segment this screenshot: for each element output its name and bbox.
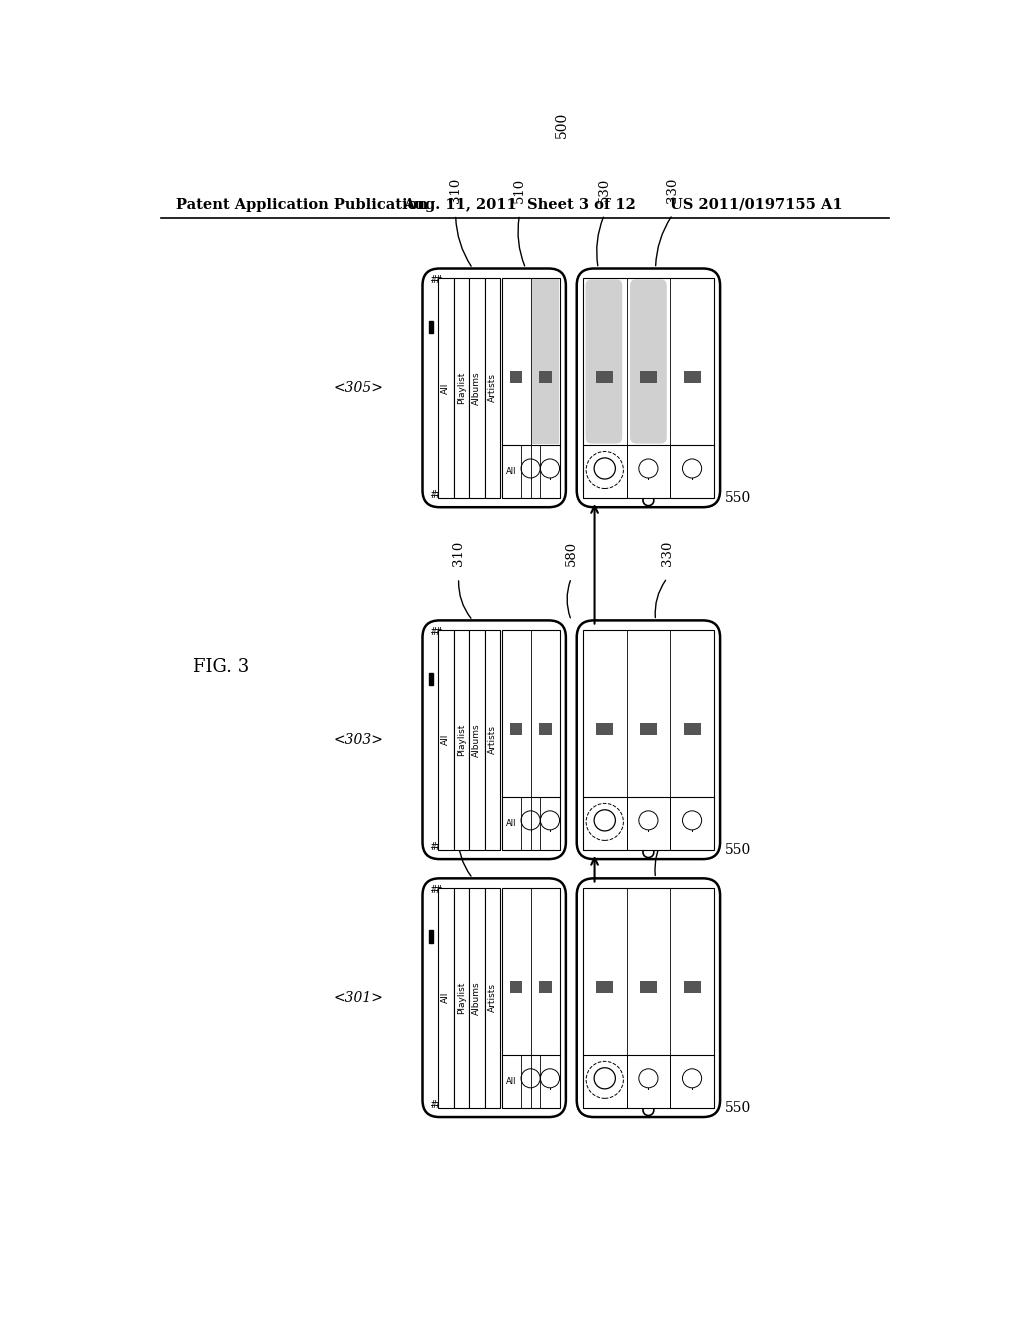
Text: ##: ##: [431, 886, 442, 895]
Text: <305>: <305>: [334, 381, 383, 395]
Bar: [438, 277, 454, 498]
Bar: [510, 722, 522, 735]
Bar: [640, 722, 657, 735]
Text: All: All: [441, 383, 451, 393]
Text: 530: 530: [598, 178, 611, 203]
Bar: [484, 887, 500, 1107]
Text: 330: 330: [660, 541, 674, 566]
Bar: [583, 630, 714, 850]
Bar: [583, 887, 714, 1107]
Text: 310: 310: [453, 541, 465, 566]
Text: 310: 310: [453, 796, 465, 821]
Text: All: All: [441, 993, 451, 1003]
Bar: [510, 981, 522, 993]
Bar: [684, 981, 700, 993]
Text: ##: ##: [431, 490, 442, 500]
Text: 310: 310: [450, 178, 462, 203]
Bar: [502, 277, 560, 498]
Text: 330: 330: [660, 795, 674, 821]
FancyBboxPatch shape: [630, 280, 667, 444]
Bar: [484, 277, 500, 498]
Bar: [469, 277, 484, 498]
Bar: [469, 887, 484, 1107]
Text: 510: 510: [513, 178, 526, 203]
FancyBboxPatch shape: [586, 280, 623, 444]
Text: 500: 500: [555, 111, 569, 137]
Bar: [502, 630, 560, 850]
Bar: [640, 371, 657, 383]
Bar: [454, 887, 469, 1107]
Text: Patent Application Publication: Patent Application Publication: [176, 198, 428, 211]
Bar: [539, 981, 552, 993]
Text: ##: ##: [431, 842, 442, 853]
FancyBboxPatch shape: [577, 620, 720, 859]
Text: Aug. 11, 2011  Sheet 3 of 12: Aug. 11, 2011 Sheet 3 of 12: [403, 198, 636, 211]
Bar: [502, 887, 560, 1107]
Text: <303>: <303>: [334, 733, 383, 747]
Text: 550: 550: [725, 491, 751, 506]
Bar: [596, 371, 613, 383]
Text: ##: ##: [431, 276, 442, 285]
Bar: [429, 931, 433, 942]
Bar: [469, 630, 484, 850]
Bar: [539, 722, 552, 735]
Bar: [454, 630, 469, 850]
Text: All: All: [441, 734, 451, 746]
Text: Albums: Albums: [472, 371, 481, 405]
Text: All: All: [506, 818, 516, 828]
Text: Albums: Albums: [472, 723, 481, 756]
Bar: [583, 277, 714, 498]
Bar: [429, 321, 433, 333]
Text: ##: ##: [431, 1100, 442, 1110]
Bar: [438, 630, 454, 850]
Bar: [539, 371, 552, 383]
Text: All: All: [506, 1077, 516, 1086]
Text: 550: 550: [725, 1101, 751, 1115]
Text: Playlist: Playlist: [457, 982, 466, 1014]
Text: Artists: Artists: [487, 983, 497, 1012]
Text: Playlist: Playlist: [457, 372, 466, 404]
Text: Artists: Artists: [487, 725, 497, 754]
Bar: [484, 630, 500, 850]
FancyBboxPatch shape: [423, 620, 566, 859]
Text: 580: 580: [565, 541, 578, 566]
Bar: [438, 887, 454, 1107]
Text: Albums: Albums: [472, 981, 481, 1015]
Bar: [684, 371, 700, 383]
Bar: [684, 722, 700, 735]
Text: 550: 550: [725, 843, 751, 857]
Text: All: All: [506, 467, 516, 477]
FancyBboxPatch shape: [577, 878, 720, 1117]
Bar: [532, 280, 559, 444]
FancyBboxPatch shape: [577, 268, 720, 507]
Bar: [596, 722, 613, 735]
Bar: [454, 277, 469, 498]
Bar: [596, 981, 613, 993]
Text: 330: 330: [667, 178, 679, 203]
Bar: [510, 371, 522, 383]
Bar: [640, 981, 657, 993]
Text: US 2011/0197155 A1: US 2011/0197155 A1: [671, 198, 843, 211]
Text: ##: ##: [431, 627, 442, 638]
FancyBboxPatch shape: [423, 268, 566, 507]
Text: FIG. 3: FIG. 3: [193, 657, 249, 676]
Text: Playlist: Playlist: [457, 723, 466, 756]
Bar: [429, 672, 433, 685]
FancyBboxPatch shape: [423, 878, 566, 1117]
Text: Artists: Artists: [487, 374, 497, 403]
Text: <301>: <301>: [334, 991, 383, 1005]
